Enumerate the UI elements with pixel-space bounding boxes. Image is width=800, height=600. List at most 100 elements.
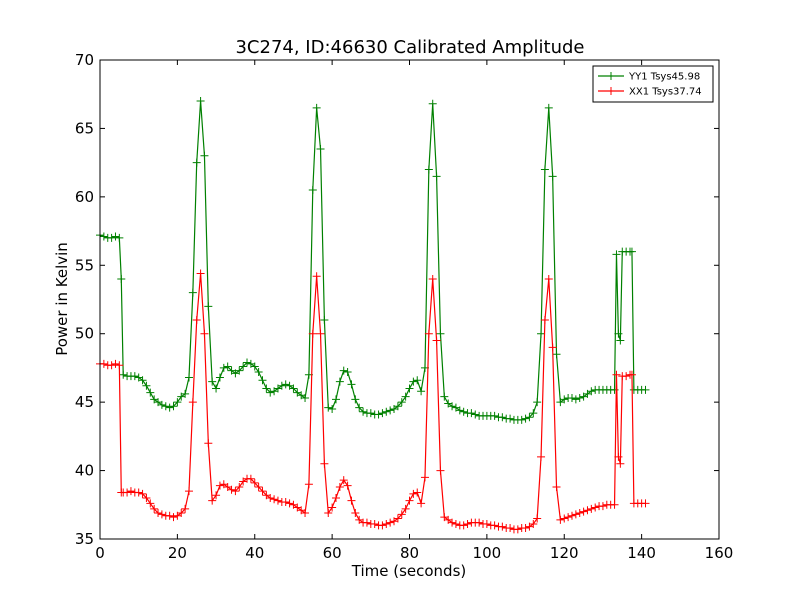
data-point bbox=[335, 482, 344, 491]
data-point bbox=[428, 274, 437, 283]
data-point bbox=[517, 415, 526, 424]
data-point bbox=[165, 511, 174, 520]
data-point bbox=[378, 409, 387, 418]
data-point bbox=[409, 377, 418, 386]
data-point bbox=[328, 503, 337, 512]
y-tick-label: 70 bbox=[75, 51, 94, 69]
legend-swatch-marker bbox=[607, 87, 615, 95]
data-point bbox=[235, 482, 244, 491]
data-point bbox=[196, 97, 205, 106]
data-point bbox=[169, 513, 178, 522]
data-point bbox=[339, 476, 348, 485]
legend-item: XX1 Tsys37.74 bbox=[598, 87, 702, 98]
data-point bbox=[583, 506, 592, 515]
data-point bbox=[436, 466, 445, 475]
x-tick-label: 140 bbox=[627, 544, 656, 562]
data-point bbox=[540, 316, 549, 325]
data-point bbox=[386, 518, 395, 527]
data-point bbox=[117, 274, 126, 283]
data-point bbox=[397, 510, 406, 519]
data-point bbox=[544, 274, 553, 283]
x-tick-label: 0 bbox=[95, 544, 105, 562]
data-point bbox=[99, 359, 108, 368]
data-point bbox=[270, 495, 279, 504]
data-point bbox=[285, 499, 294, 508]
data-point bbox=[184, 373, 193, 382]
data-point bbox=[258, 376, 267, 385]
data-point bbox=[616, 336, 625, 345]
data-point bbox=[281, 380, 290, 389]
data-point bbox=[537, 452, 546, 461]
y-axis-label: Power in Kelvin bbox=[53, 242, 71, 356]
data-point bbox=[591, 503, 600, 512]
y-tick-label: 50 bbox=[75, 325, 94, 343]
data-point bbox=[246, 474, 255, 483]
y-tick-label: 55 bbox=[75, 256, 94, 274]
data-point bbox=[451, 519, 460, 528]
data-point bbox=[177, 508, 186, 517]
data-point bbox=[560, 395, 569, 404]
data-point bbox=[598, 502, 607, 511]
data-point bbox=[142, 493, 151, 502]
data-point bbox=[540, 165, 549, 174]
data-point bbox=[146, 499, 155, 508]
data-point bbox=[351, 395, 360, 404]
y-tick-label: 40 bbox=[75, 462, 94, 480]
data-point bbox=[301, 394, 310, 403]
data-point bbox=[378, 521, 387, 530]
data-point bbox=[506, 524, 515, 533]
data-point bbox=[161, 402, 170, 411]
data-point bbox=[397, 398, 406, 407]
data-point bbox=[239, 362, 248, 371]
data-point bbox=[529, 519, 538, 528]
data-point bbox=[188, 398, 197, 407]
data-point bbox=[564, 513, 573, 522]
data-point bbox=[250, 362, 259, 371]
data-point bbox=[99, 232, 108, 241]
x-tick-label: 40 bbox=[245, 544, 264, 562]
data-point bbox=[641, 499, 650, 508]
data-point bbox=[181, 504, 190, 513]
data-point bbox=[401, 504, 410, 513]
data-point bbox=[417, 387, 426, 396]
legend-label: YY1 Tsys45.98 bbox=[628, 72, 700, 83]
data-point bbox=[424, 329, 433, 338]
data-point bbox=[405, 496, 414, 505]
data-point bbox=[208, 496, 217, 505]
legend-label: XX1 Tsys37.74 bbox=[629, 87, 702, 98]
data-point bbox=[521, 524, 530, 533]
data-point bbox=[471, 410, 480, 419]
data-point bbox=[627, 370, 636, 379]
data-point bbox=[204, 302, 213, 311]
data-point bbox=[393, 402, 402, 411]
x-axis: 0 20 40 60 80 100 120 140 160 bbox=[95, 60, 733, 562]
data-point bbox=[548, 343, 557, 352]
data-point bbox=[355, 403, 364, 412]
data-point bbox=[567, 511, 576, 520]
data-point bbox=[405, 384, 414, 393]
legend: YY1 Tsys45.98 XX1 Tsys37.74 bbox=[592, 65, 714, 103]
data-point bbox=[347, 380, 356, 389]
data-point bbox=[463, 519, 472, 528]
data-point bbox=[157, 400, 166, 409]
data-point bbox=[335, 377, 344, 386]
y-tick-label: 45 bbox=[75, 393, 94, 411]
data-point bbox=[612, 250, 621, 259]
data-point bbox=[215, 481, 224, 490]
data-point bbox=[316, 329, 325, 338]
data-point bbox=[343, 481, 352, 490]
data-point bbox=[498, 522, 507, 531]
data-point bbox=[150, 504, 159, 513]
data-point bbox=[138, 376, 147, 385]
data-point bbox=[281, 498, 290, 507]
data-point bbox=[424, 165, 433, 174]
data-point bbox=[126, 487, 135, 496]
data-point bbox=[409, 489, 418, 498]
data-point bbox=[146, 388, 155, 397]
plot-area bbox=[96, 59, 720, 540]
data-point bbox=[320, 459, 329, 468]
x-tick-label: 60 bbox=[323, 544, 342, 562]
data-point bbox=[154, 508, 163, 517]
data-point bbox=[587, 504, 596, 513]
data-point bbox=[157, 510, 166, 519]
